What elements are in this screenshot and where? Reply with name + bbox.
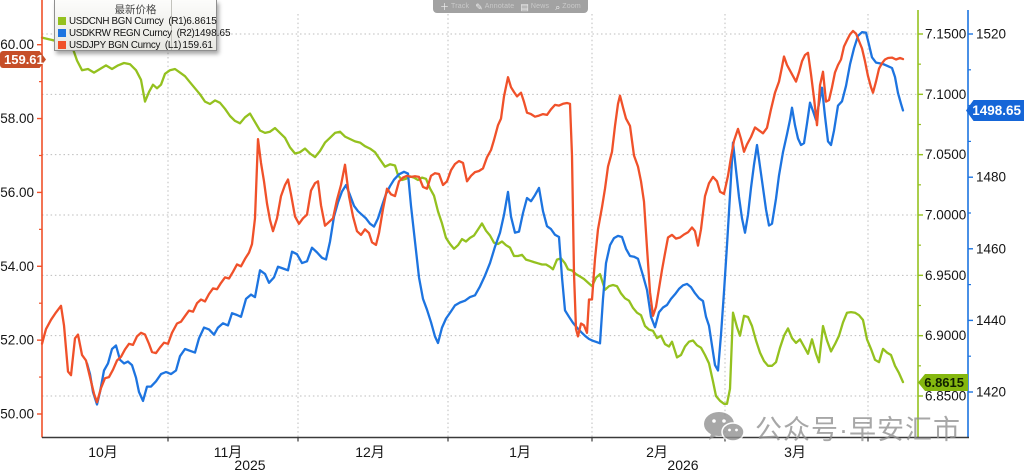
legend-box: 最新价格 USDCNH BGN Curncy (R1) 6.8615 USDKR… (54, 0, 231, 51)
jpy-tick-label: 158.00 (0, 111, 34, 126)
usdcnh-last-price-badge: 6.8615 (918, 374, 968, 391)
annotate-label: Annotate (484, 3, 515, 10)
usdjpy-swatch (58, 41, 66, 49)
month-label: 10月 (88, 444, 118, 460)
legend-header: 最新价格 (114, 4, 157, 16)
month-label: 11月 (214, 444, 243, 460)
series-jpy-line (40, 29, 905, 404)
month-label: 3月 (784, 444, 806, 460)
usdjpy-label: USDJPY BGN Curncy (L1) (69, 39, 182, 51)
series-cnh-line (40, 36, 905, 405)
usdkrw-label: USDKRW REGN Curncy (R2) (69, 27, 195, 39)
zoom-button[interactable]: ⌕ Zoom (555, 2, 581, 12)
news-label: News (530, 3, 550, 10)
usdkrw-swatch (58, 29, 66, 37)
month-label: 12月 (355, 444, 385, 460)
magnifier-icon: ⌕ (555, 2, 561, 12)
legend-row-usdjpy[interactable]: USDJPY BGN Curncy (L1) 159.61 (55, 39, 216, 51)
legend-row-usdkrw[interactable]: USDKRW REGN Curncy (R2) 1498.65 (55, 27, 231, 39)
usdkrw-last-price-badge: 1498.65 (966, 100, 1024, 121)
pencil-icon: ✎ (475, 2, 483, 12)
cnh-tick-label: 6.9500 (925, 268, 966, 283)
usdcnh-value: 6.8615 (186, 15, 217, 27)
usdkrw-value: 1498.65 (194, 27, 231, 39)
cnh-tick-label: 6.8500 (925, 389, 966, 404)
krw-tick-label: 1520 (976, 27, 1006, 42)
year-label: 2025 (234, 457, 265, 473)
watermark-text: 公众号·早安汇市 (755, 415, 961, 445)
usdcnh-swatch (58, 17, 66, 25)
zoom-label: Zoom (562, 3, 581, 10)
cnh-tick-label: 7.1000 (925, 87, 966, 102)
month-label: 1月 (509, 444, 531, 460)
track-label: Track (451, 3, 470, 10)
series-krw-line (85, 31, 905, 406)
jpy-tick-label: 152.00 (0, 333, 34, 348)
legend-row-usdcnh[interactable]: USDCNH BGN Curncy (R1) 6.8615 (55, 15, 217, 27)
krw-tick-label: 1480 (976, 170, 1006, 185)
watermark: 公众号·早安汇市 (703, 408, 961, 447)
cnh-tick-label: 7.0000 (925, 207, 966, 222)
track-button[interactable]: ＋ Track (440, 2, 469, 12)
chart-toolbar: ＋ Track ✎ Annotate ▤ News ⌕ Zoom (433, 0, 588, 13)
cnh-tick-label: 7.1500 (925, 26, 966, 41)
plus-icon: ＋ (439, 2, 449, 12)
legend-divider (171, 0, 172, 50)
cnh-tick-label: 7.0500 (925, 147, 966, 162)
jpy-tick-label: 150.00 (0, 407, 34, 422)
usdcnh-label: USDCNH BGN Curncy (R1) (69, 15, 187, 27)
month-label: 2月 (646, 444, 668, 460)
usdjpy-last-price-badge: 159.61 (0, 51, 46, 68)
year-label: 2026 (667, 457, 698, 473)
news-button[interactable]: ▤ News (520, 2, 549, 12)
jpy-tick-label: 154.00 (0, 259, 34, 274)
krw-tick-label: 1420 (976, 385, 1006, 400)
jpy-tick-label: 156.00 (0, 185, 34, 200)
usdjpy-value: 159.61 (182, 39, 213, 51)
wechat-icon (704, 411, 745, 442)
krw-tick-label: 1460 (976, 241, 1006, 256)
jpy-tick-label: 160.00 (0, 37, 34, 52)
cnh-tick-label: 6.9000 (925, 328, 966, 343)
annotate-button[interactable]: ✎ Annotate (475, 2, 514, 12)
krw-tick-label: 1440 (976, 313, 1006, 328)
news-icon: ▤ (520, 2, 529, 12)
